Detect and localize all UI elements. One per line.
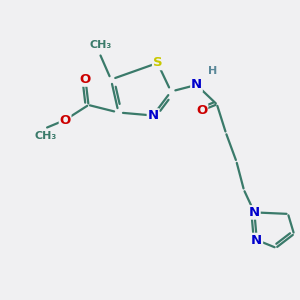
Text: O: O <box>80 73 91 86</box>
Text: S: S <box>153 56 162 70</box>
Text: N: N <box>251 233 262 247</box>
Text: N: N <box>147 109 159 122</box>
Text: CH₃: CH₃ <box>89 40 112 50</box>
Text: CH₃: CH₃ <box>34 131 57 141</box>
Text: H: H <box>208 66 217 76</box>
Text: N: N <box>249 206 260 219</box>
Text: O: O <box>59 113 71 127</box>
Text: O: O <box>196 104 208 117</box>
Text: N: N <box>191 78 202 92</box>
